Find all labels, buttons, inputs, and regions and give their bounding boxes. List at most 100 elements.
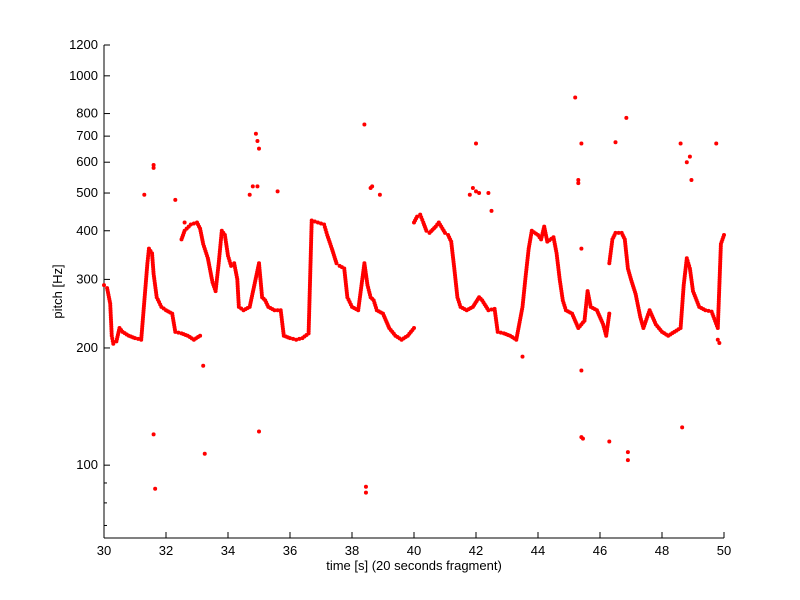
- pitch-outlier-point: [624, 115, 629, 120]
- pitch-outlier-point: [275, 189, 280, 194]
- pitch-outlier-point: [363, 490, 368, 495]
- pitch-outlier-point: [714, 141, 719, 146]
- pitch-outlier-point: [477, 191, 482, 196]
- x-tick-label: 34: [221, 543, 235, 558]
- pitch-outlier-point: [153, 486, 158, 491]
- pitch-point: [309, 218, 314, 223]
- pitch-outlier-point: [625, 458, 630, 463]
- pitch-outlier-point: [680, 425, 685, 430]
- pitch-point: [229, 263, 234, 268]
- pitch-point: [412, 326, 416, 331]
- pitch-outlier-point: [255, 184, 260, 189]
- x-axis-label: time [s] (20 seconds fragment): [326, 558, 502, 573]
- pitch-outlier-point: [151, 163, 156, 168]
- pitch-point: [495, 329, 500, 334]
- pitch-outlier-point: [470, 186, 475, 191]
- pitch-point: [616, 230, 621, 235]
- pitch-outlier-point: [467, 192, 472, 197]
- pitch-point: [294, 337, 299, 342]
- y-tick-label: 300: [76, 271, 98, 286]
- pitch-point: [613, 230, 618, 235]
- pitch-outlier-point: [474, 189, 478, 194]
- y-tick-label: 600: [76, 154, 98, 169]
- y-axis-ticks: 100 200 300 400 500 600 700 800 1000 1200: [69, 37, 110, 526]
- pitch-point: [191, 221, 196, 226]
- pitch-outlier-point: [579, 368, 584, 373]
- x-tick-label: 42: [469, 543, 483, 558]
- y-tick-label: 800: [76, 106, 98, 121]
- pitch-outlier-point: [573, 95, 578, 100]
- pitch-point: [133, 336, 137, 341]
- pitch-outlier-point: [173, 197, 178, 202]
- x-tick-label: 50: [717, 543, 731, 558]
- pitch-outlier-point: [580, 436, 585, 441]
- pitch-point: [272, 308, 277, 313]
- pitch-outlier-point: [202, 451, 207, 456]
- pitch-outlier-point: [247, 192, 252, 197]
- pitch-outlier-point: [715, 337, 720, 342]
- pitch-point: [188, 222, 193, 227]
- pitch-point: [275, 308, 280, 313]
- pitch-outlier-point: [613, 140, 618, 145]
- pitch-point: [722, 233, 726, 238]
- pitch-outlier-point: [689, 178, 694, 183]
- x-tick-label: 48: [655, 543, 669, 558]
- y-tick-label: 500: [76, 185, 98, 200]
- pitch-outlier-point: [684, 160, 689, 165]
- y-tick-label: 100: [76, 457, 98, 472]
- x-tick-label: 46: [593, 543, 607, 558]
- pitch-outlier-point: [363, 484, 368, 489]
- pitch-point: [176, 330, 181, 335]
- pitch-outlier-point: [625, 450, 630, 455]
- pitch-outlier-point: [474, 141, 478, 146]
- pitch-point: [291, 336, 296, 341]
- pitch-point: [706, 308, 711, 313]
- x-tick-label: 30: [97, 543, 111, 558]
- pitch-outlier-point: [257, 429, 261, 434]
- pitch-outlier-point: [576, 178, 581, 183]
- pitch-point: [297, 336, 302, 341]
- y-tick-label: 400: [76, 223, 98, 238]
- pitch-point: [136, 336, 141, 341]
- pitch-outlier-point: [151, 432, 156, 437]
- x-tick-label: 44: [531, 543, 545, 558]
- pitch-outlier-point: [579, 141, 584, 146]
- pitch-point: [424, 228, 429, 233]
- pitch-point: [415, 214, 420, 219]
- pitch-point: [486, 308, 491, 313]
- pitch-outlier-point: [255, 139, 260, 144]
- pitch-point: [319, 221, 323, 226]
- pitch-point: [111, 341, 116, 346]
- pitch-outlier-point: [520, 354, 525, 359]
- pitch-outlier-point: [717, 340, 722, 345]
- pitch-outlier-point: [579, 246, 584, 251]
- pitch-point: [607, 311, 612, 316]
- y-tick-label: 700: [76, 128, 98, 143]
- pitch-outlier-point: [257, 146, 261, 151]
- x-tick-label: 40: [407, 543, 421, 558]
- y-tick-label: 200: [76, 340, 98, 355]
- pitch-point: [703, 308, 708, 313]
- pitch-outlier-point: [576, 181, 581, 186]
- pitch-point: [489, 307, 494, 312]
- pitch-outlier-point: [607, 439, 612, 444]
- pitch-outlier-point: [377, 192, 382, 197]
- pitch-outlier-point: [687, 154, 692, 159]
- x-axis-ticks: 30 32 34 36 38 40 42 44 46 48 50: [97, 532, 731, 558]
- plot-frame: [103, 45, 724, 539]
- pitch-outlier-point: [486, 191, 491, 196]
- pitch-point: [315, 220, 320, 225]
- pitch-point: [288, 336, 292, 341]
- pitch-outlier-point: [142, 192, 147, 197]
- pitch-point: [498, 330, 503, 335]
- pitch-outlier-point: [370, 184, 375, 189]
- y-tick-label: 1000: [69, 68, 98, 83]
- pitch-outlier-point: [678, 141, 683, 146]
- x-tick-label: 32: [159, 543, 173, 558]
- data-points: [102, 95, 726, 495]
- pitch-point: [173, 329, 178, 334]
- x-tick-label: 38: [345, 543, 359, 558]
- pitch-outlier-point: [489, 208, 494, 213]
- pitch-point: [334, 261, 339, 266]
